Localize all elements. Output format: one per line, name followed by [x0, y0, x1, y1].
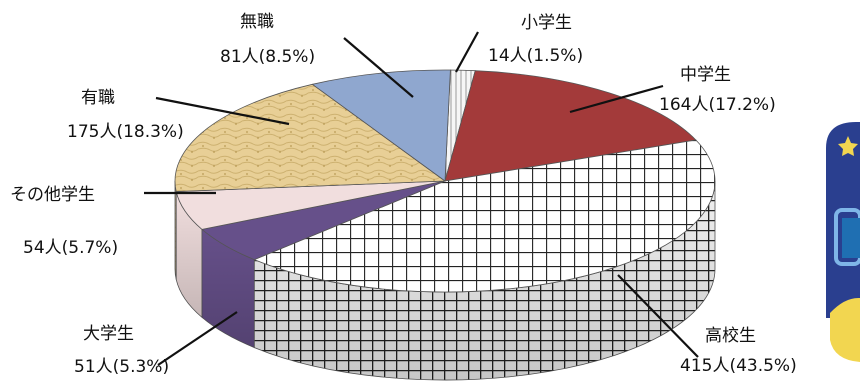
- label-other-students-value: 54人(5.7%): [23, 238, 118, 258]
- label-junior-high-name: 中学生: [680, 65, 731, 85]
- pie-slice-junior-high: [444, 70, 697, 182]
- label-high-school-value: 415人(43.5%): [680, 356, 797, 376]
- label-junior-high-value: 164人(17.2%): [659, 95, 776, 115]
- pie-side-other-students: [176, 191, 202, 318]
- label-university-name: 大学生: [83, 324, 134, 344]
- leader-lines: [144, 31, 699, 366]
- label-elementary-value: 14人(1.5%): [488, 46, 583, 66]
- label-employed-name: 有職: [81, 88, 115, 108]
- label-unemployed-value: 81人(8.5%): [220, 47, 315, 67]
- pie-slice-unemployed: [311, 69, 451, 182]
- pie-side-high-school: [254, 181, 715, 380]
- label-university-value: 51人(5.3%): [74, 357, 169, 377]
- label-unemployed-name: 無職: [240, 12, 274, 32]
- label-elementary-name: 小学生: [521, 13, 572, 33]
- pie-top-faces: [174, 69, 716, 293]
- leader-line-employed: [155, 96, 290, 126]
- cartoon-mascot-icon: [826, 122, 860, 362]
- label-high-school-name: 高校生: [705, 326, 756, 346]
- pie-slice-employed: [174, 83, 447, 192]
- label-employed-value: 175人(18.3%): [67, 122, 184, 142]
- pie-side-walls: [174, 180, 716, 381]
- pie-side-university: [201, 229, 255, 348]
- leader-line-unemployed: [343, 37, 414, 98]
- leader-line-high-school: [617, 274, 699, 358]
- leader-line-junior-high: [569, 84, 664, 114]
- leader-line-elementary: [455, 31, 479, 73]
- pie-slice-high-school: [253, 139, 716, 293]
- leader-line-university: [157, 311, 238, 366]
- label-other-students-name: その他学生: [10, 185, 95, 205]
- slice-labels: 小学生 14人(1.5%) 中学生 164人(17.2%) 高校生 415人(4…: [10, 12, 797, 377]
